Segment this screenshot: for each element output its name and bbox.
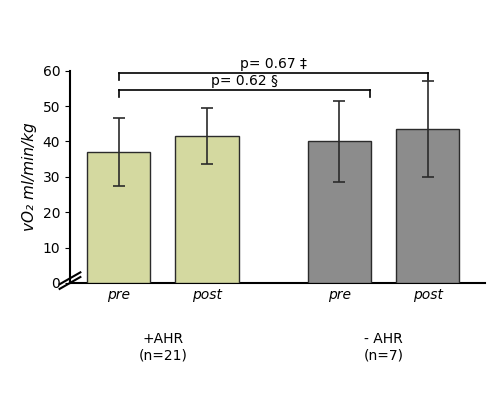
Bar <box>396 129 460 283</box>
Y-axis label: vO₂ ml/min/kg: vO₂ ml/min/kg <box>22 123 37 231</box>
Text: - AHR
(n=7): - AHR (n=7) <box>364 332 404 363</box>
Bar <box>87 152 150 283</box>
Text: p= 0.62 §: p= 0.62 § <box>211 74 278 88</box>
Bar <box>175 136 238 283</box>
Bar <box>308 141 371 283</box>
Text: p= 0.67 ‡: p= 0.67 ‡ <box>240 57 306 71</box>
Text: +AHR
(n=21): +AHR (n=21) <box>138 332 187 363</box>
